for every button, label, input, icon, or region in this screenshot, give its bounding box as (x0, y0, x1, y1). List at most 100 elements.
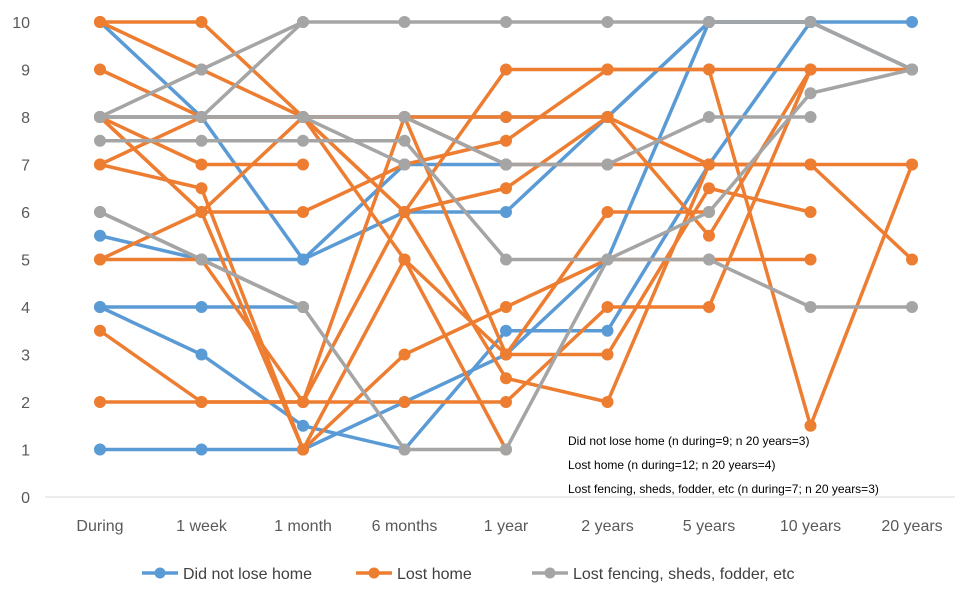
x-tick-label: 6 months (372, 518, 438, 535)
data-point (195, 348, 208, 361)
series-line (98, 67, 813, 404)
data-point (94, 63, 106, 76)
data-point (601, 206, 614, 218)
data-point (703, 229, 715, 242)
series-group (94, 16, 918, 456)
annotation-text: Did not lose home (n during=9; n 20 year… (568, 434, 809, 448)
data-point (906, 301, 918, 313)
data-point (906, 253, 918, 266)
x-axis-tick-labels: During 1 week 1 month 6 months 1 year 2 years… (76, 518, 942, 535)
data-point (94, 253, 106, 266)
y-axis-tick-labels: 0 1 2 3 4 5 6 7 8 9 10 (12, 15, 30, 507)
data-point (398, 111, 411, 123)
data-point (500, 182, 512, 195)
data-point (601, 16, 614, 28)
data-point (297, 134, 309, 147)
data-point (297, 16, 309, 28)
data-point (500, 111, 512, 123)
data-point (703, 253, 715, 266)
legend: Did not lose home Lost home Lost fencing… (142, 566, 794, 583)
data-point (804, 206, 817, 218)
data-point (703, 158, 715, 171)
legend-marker-swatch (154, 567, 166, 579)
y-tick-label: 2 (21, 395, 30, 412)
data-point (500, 348, 512, 361)
data-point (804, 301, 817, 313)
data-point (703, 111, 715, 123)
data-point (94, 301, 106, 313)
data-point (94, 111, 106, 123)
y-tick-label: 1 (21, 443, 30, 460)
data-point (703, 206, 715, 218)
data-point (195, 396, 208, 408)
data-point (398, 443, 411, 456)
data-point (500, 372, 512, 385)
data-point (398, 16, 411, 28)
data-point (804, 87, 817, 100)
data-point (195, 253, 208, 266)
x-tick-label: 5 years (683, 518, 735, 535)
data-point (94, 229, 106, 242)
legend-item-did-not-lose-home: Did not lose home (142, 566, 312, 583)
series-group (94, 16, 918, 456)
series-group (94, 16, 918, 456)
legend-item-lost-fencing: Lost fencing, sheds, fodder, etc (532, 566, 794, 583)
data-point (906, 158, 918, 171)
legend-label: Lost fencing, sheds, fodder, etc (573, 566, 794, 583)
data-point (398, 396, 411, 408)
data-point (500, 253, 512, 266)
data-point (195, 158, 208, 171)
data-point (500, 396, 512, 408)
data-point (500, 324, 512, 337)
data-point (195, 134, 208, 147)
data-point (906, 63, 918, 76)
data-point (297, 443, 309, 456)
data-point (297, 396, 309, 408)
data-point (94, 443, 106, 456)
y-tick-label: 9 (21, 63, 30, 80)
data-point (297, 419, 309, 432)
y-tick-label: 6 (21, 205, 30, 222)
data-point (195, 111, 208, 123)
data-point (94, 158, 106, 171)
data-point (94, 324, 106, 337)
data-point (601, 63, 614, 76)
x-tick-label: 2 years (581, 518, 633, 535)
data-point (703, 301, 715, 313)
data-point (500, 134, 512, 147)
y-tick-label: 4 (21, 300, 30, 317)
data-point (500, 16, 512, 28)
data-point (804, 158, 817, 171)
data-point (398, 158, 411, 171)
data-point (703, 182, 715, 195)
annotation-text: Lost home (n during=12; n 20 years=4) (568, 458, 775, 472)
legend-item-lost-home: Lost home (356, 566, 472, 583)
data-point (601, 396, 614, 408)
y-tick-label: 7 (21, 158, 30, 175)
data-point (94, 206, 106, 218)
data-point (500, 206, 512, 218)
data-point (804, 111, 817, 123)
series-line (98, 115, 813, 404)
legend-label: Did not lose home (183, 566, 312, 583)
data-point (195, 16, 208, 28)
data-point (94, 134, 106, 147)
y-tick-label: 5 (21, 253, 30, 270)
data-point (297, 111, 309, 123)
data-point (297, 253, 309, 266)
data-point (398, 348, 411, 361)
x-tick-label: 1 year (484, 518, 529, 535)
legend-marker-swatch (368, 567, 380, 579)
data-point (94, 396, 106, 408)
data-point (804, 419, 817, 432)
data-point (398, 134, 411, 147)
data-point (195, 182, 208, 195)
x-tick-label: 1 week (176, 518, 228, 535)
data-point (195, 301, 208, 313)
data-point (804, 253, 817, 266)
x-tick-label: 1 month (274, 518, 332, 535)
data-point (297, 301, 309, 313)
data-point (601, 301, 614, 313)
data-point (398, 253, 411, 266)
